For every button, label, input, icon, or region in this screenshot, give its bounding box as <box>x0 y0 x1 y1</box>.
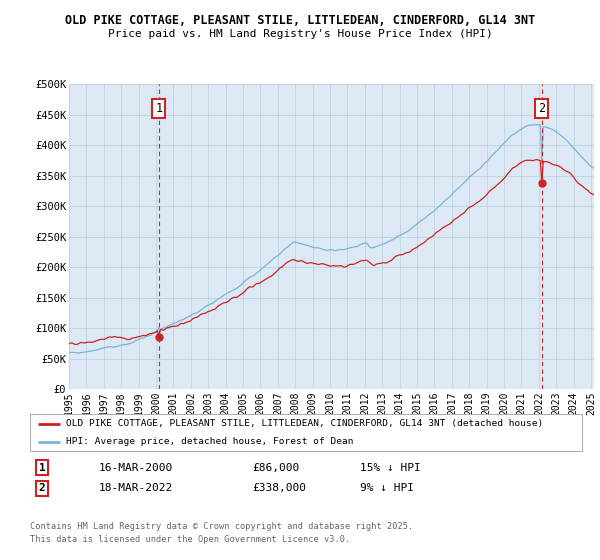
Text: Contains HM Land Registry data © Crown copyright and database right 2025.: Contains HM Land Registry data © Crown c… <box>30 522 413 531</box>
Text: 16-MAR-2000: 16-MAR-2000 <box>99 463 173 473</box>
Text: 15% ↓ HPI: 15% ↓ HPI <box>360 463 421 473</box>
Text: £86,000: £86,000 <box>252 463 299 473</box>
Text: OLD PIKE COTTAGE, PLEASANT STILE, LITTLEDEAN, CINDERFORD, GL14 3NT: OLD PIKE COTTAGE, PLEASANT STILE, LITTLE… <box>65 14 535 27</box>
Text: 2: 2 <box>38 483 46 493</box>
Text: OLD PIKE COTTAGE, PLEASANT STILE, LITTLEDEAN, CINDERFORD, GL14 3NT (detached hou: OLD PIKE COTTAGE, PLEASANT STILE, LITTLE… <box>66 419 543 428</box>
Text: £338,000: £338,000 <box>252 483 306 493</box>
Text: 1: 1 <box>155 102 163 115</box>
Text: 18-MAR-2022: 18-MAR-2022 <box>99 483 173 493</box>
Text: 1: 1 <box>38 463 46 473</box>
Text: This data is licensed under the Open Government Licence v3.0.: This data is licensed under the Open Gov… <box>30 535 350 544</box>
Text: 2: 2 <box>538 102 545 115</box>
Text: Price paid vs. HM Land Registry's House Price Index (HPI): Price paid vs. HM Land Registry's House … <box>107 29 493 39</box>
Text: HPI: Average price, detached house, Forest of Dean: HPI: Average price, detached house, Fore… <box>66 437 353 446</box>
Text: 9% ↓ HPI: 9% ↓ HPI <box>360 483 414 493</box>
